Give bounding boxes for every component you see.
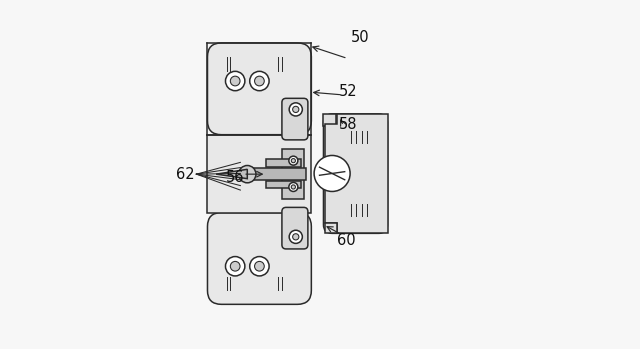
Text: 60: 60 xyxy=(337,233,355,248)
Circle shape xyxy=(289,183,298,192)
Circle shape xyxy=(314,155,350,192)
Circle shape xyxy=(291,185,296,189)
Text: 62: 62 xyxy=(175,167,195,181)
Circle shape xyxy=(250,257,269,276)
FancyBboxPatch shape xyxy=(282,98,308,140)
Circle shape xyxy=(255,76,264,86)
Circle shape xyxy=(291,158,296,163)
FancyBboxPatch shape xyxy=(282,207,308,249)
Circle shape xyxy=(225,71,245,91)
Text: 52: 52 xyxy=(339,84,357,99)
Bar xyxy=(249,168,306,180)
Bar xyxy=(266,159,301,167)
Bar xyxy=(211,138,308,209)
Circle shape xyxy=(289,103,302,116)
FancyBboxPatch shape xyxy=(207,43,311,135)
Bar xyxy=(266,181,301,188)
Bar xyxy=(282,149,305,199)
Circle shape xyxy=(292,234,299,240)
Text: 56: 56 xyxy=(226,170,244,185)
Circle shape xyxy=(255,261,264,271)
Circle shape xyxy=(225,257,245,276)
Polygon shape xyxy=(323,114,335,126)
Polygon shape xyxy=(325,223,337,233)
Polygon shape xyxy=(325,114,387,233)
Circle shape xyxy=(289,230,302,243)
Circle shape xyxy=(239,165,256,183)
Text: 58: 58 xyxy=(339,117,357,132)
Circle shape xyxy=(230,261,240,271)
Circle shape xyxy=(289,156,298,165)
Circle shape xyxy=(230,76,240,86)
Bar xyxy=(207,135,311,213)
Polygon shape xyxy=(216,169,247,179)
FancyBboxPatch shape xyxy=(323,114,387,233)
FancyBboxPatch shape xyxy=(207,213,311,304)
Circle shape xyxy=(292,106,299,112)
Text: 50: 50 xyxy=(351,30,370,45)
Circle shape xyxy=(250,71,269,91)
